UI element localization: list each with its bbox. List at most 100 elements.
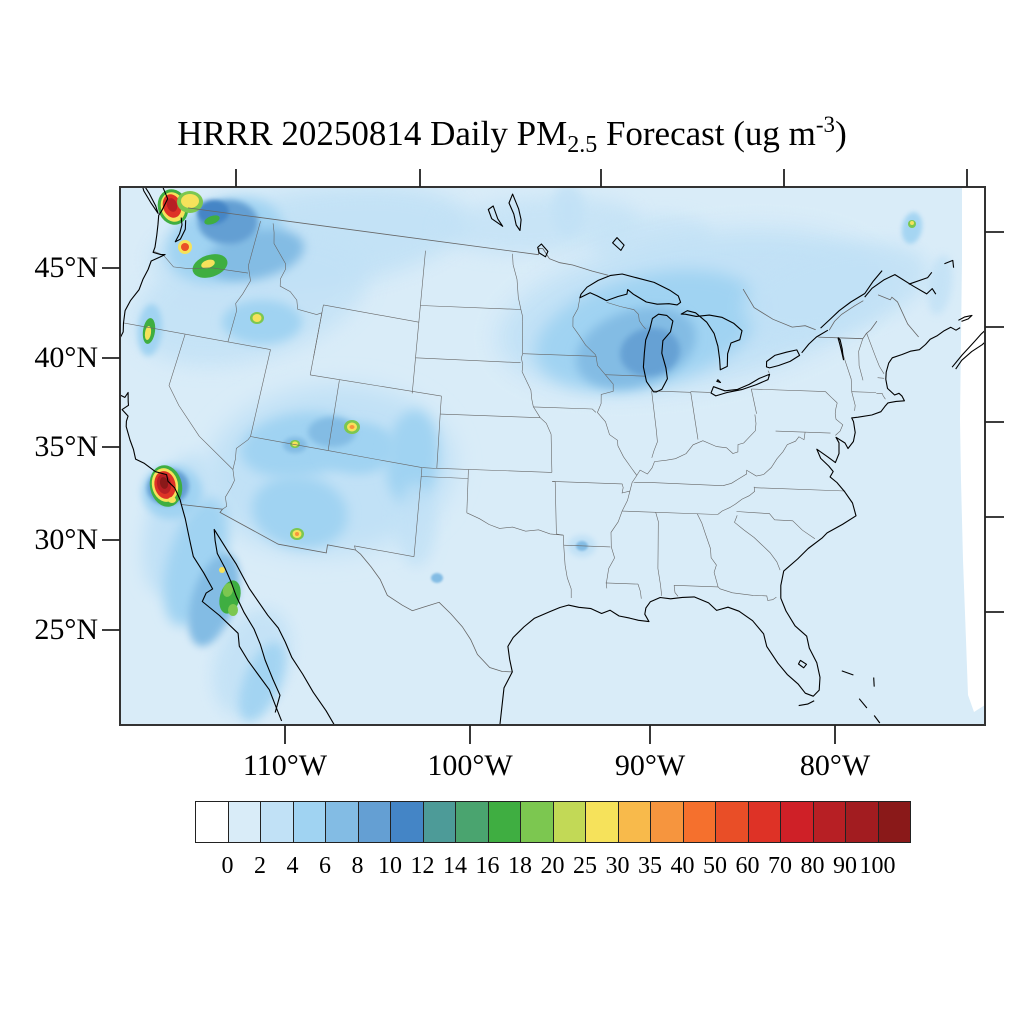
national-border xyxy=(862,320,878,339)
out-of-domain-region xyxy=(960,187,985,712)
colorbar-cell xyxy=(422,801,456,843)
pm25-hotspot xyxy=(295,532,299,536)
lake-outline xyxy=(487,205,504,227)
state-border xyxy=(439,396,442,415)
state-border xyxy=(313,312,323,358)
state-border xyxy=(222,469,235,510)
colorbar-level-label: 70 xyxy=(768,853,792,879)
latitude-label: 35°N xyxy=(34,430,98,463)
state-border xyxy=(690,392,699,440)
pm25-hotspot xyxy=(910,221,914,225)
colorbar-cell xyxy=(552,801,586,843)
national-border xyxy=(828,300,864,331)
lake-outline xyxy=(680,310,743,371)
state-border xyxy=(717,586,777,601)
state-border xyxy=(876,393,886,400)
map-frame xyxy=(119,186,986,726)
coastline xyxy=(864,274,937,298)
pm25-plume xyxy=(239,642,285,722)
pm25-hotspot xyxy=(349,425,355,429)
lake-outline xyxy=(579,273,682,306)
colorbar-cell xyxy=(357,801,391,843)
pm25-plume xyxy=(396,483,436,567)
state-border xyxy=(751,388,826,392)
state-border xyxy=(825,391,838,404)
state-border xyxy=(436,468,552,473)
colorbar-cell xyxy=(195,801,229,843)
lake-outline xyxy=(508,193,522,232)
colorbar-level-label: 10 xyxy=(378,853,402,879)
colorbar-level-label: 25 xyxy=(573,853,597,879)
pm25-hotspot xyxy=(252,314,262,322)
pm25-plume xyxy=(308,417,356,447)
pm25-hotspot xyxy=(228,604,238,616)
pm25-hotspot xyxy=(181,194,199,208)
state-border xyxy=(754,487,846,492)
colorbar-cell xyxy=(877,801,911,843)
state-border xyxy=(851,391,856,411)
colorbar-level-label: 2 xyxy=(254,853,266,879)
state-border xyxy=(168,334,234,470)
pm25-hotspot xyxy=(181,243,189,251)
state-border xyxy=(717,486,756,515)
state-border xyxy=(690,391,711,393)
lake-outline xyxy=(716,379,722,384)
colorbar-cell xyxy=(520,801,554,843)
lake-outline xyxy=(642,313,674,393)
coastline xyxy=(174,217,187,243)
state-border xyxy=(563,545,572,598)
state-border xyxy=(722,432,806,486)
state-border xyxy=(420,467,423,477)
pm25-hotspot xyxy=(144,326,152,340)
state-border xyxy=(696,513,719,587)
state-border xyxy=(310,374,442,397)
colorbar-level-label: 20 xyxy=(540,853,565,879)
colorbar-cell xyxy=(325,801,359,843)
state-border xyxy=(751,388,757,414)
pm25-hotspot xyxy=(292,441,298,447)
colorbar-cell xyxy=(487,801,521,843)
title-superscript: -3 xyxy=(815,112,836,137)
colorbar-cell xyxy=(617,801,651,843)
state-border xyxy=(834,402,844,436)
state-border xyxy=(250,436,329,451)
state-border xyxy=(413,476,422,557)
state-border xyxy=(123,322,271,350)
state-border xyxy=(734,515,781,571)
longitude-label: 90°W xyxy=(614,749,686,782)
latitude-label: 25°N xyxy=(34,613,98,646)
lake-outline xyxy=(537,243,549,258)
state-border xyxy=(605,374,646,377)
coastline xyxy=(873,715,881,724)
state-border xyxy=(411,250,426,394)
state-border xyxy=(248,221,261,266)
state-border xyxy=(674,585,719,588)
coastline xyxy=(120,187,182,505)
longitude-label: 80°W xyxy=(799,749,871,782)
state-border xyxy=(636,414,757,476)
coastline xyxy=(499,326,961,725)
title-text-2: Forecast (ug m xyxy=(597,114,816,153)
national-border xyxy=(742,288,816,331)
state-border xyxy=(440,413,541,418)
state-border xyxy=(327,380,340,451)
page-title: HRRR 20250814 Daily PM2.5 Forecast (ug m… xyxy=(0,112,1024,159)
latitude-label: 45°N xyxy=(34,251,98,284)
lake-outline xyxy=(612,237,625,251)
colorbar-level-label: 40 xyxy=(670,853,695,879)
state-border xyxy=(655,512,661,585)
colorbar-level-label: 6 xyxy=(319,853,331,879)
state-border xyxy=(866,333,885,374)
state-border xyxy=(420,305,521,310)
pm25-hotspot xyxy=(166,198,178,212)
colorbar-level-label: 90 xyxy=(833,853,857,879)
colorbar-cell xyxy=(390,801,424,843)
pm25-hotspot xyxy=(219,567,225,573)
colorbar-level-label: 50 xyxy=(703,853,727,879)
national-border xyxy=(818,336,863,340)
colorbar-level-label: 0 xyxy=(221,853,234,879)
national-border xyxy=(877,294,919,338)
colorbar-level-label: 35 xyxy=(638,853,662,879)
